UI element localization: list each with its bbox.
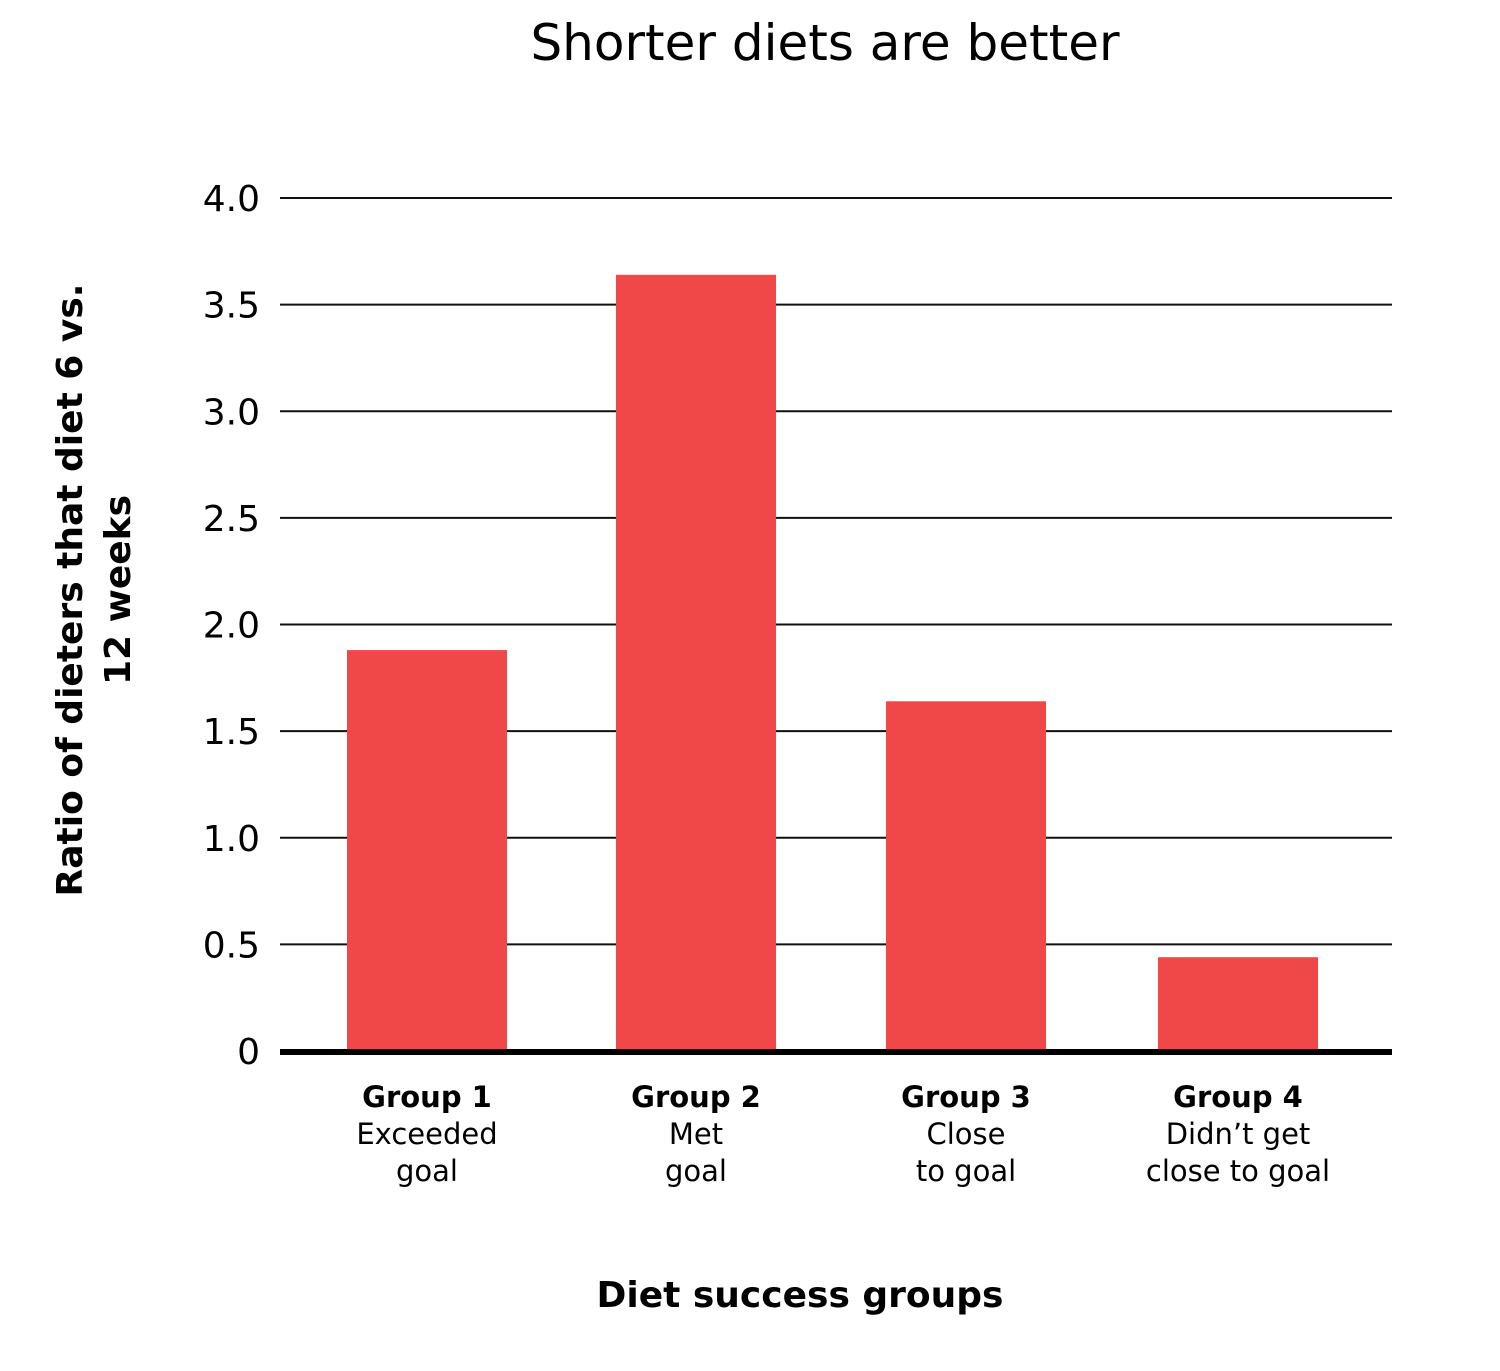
chart-title: Shorter diets are better [530,14,1120,72]
y-tick-label: 3.5 [203,286,260,327]
x-tick-group-description: Close [927,1117,1006,1151]
x-tick-group-description: Didn’t get [1166,1117,1311,1151]
x-tick-group-name: Group 1 [362,1080,492,1114]
y-axis-label-line1: Ratio of dieters that diet 6 vs. [50,284,91,897]
x-tick-group-name: Group 4 [1173,1080,1303,1114]
x-axis-label: Diet success groups [596,1275,1003,1316]
bar-group-4 [1158,957,1318,1051]
bar-group-3 [886,701,1046,1051]
y-tick-label: 4.0 [203,179,260,220]
x-tick-group-description: close to goal [1146,1154,1330,1188]
x-tick-group-description: to goal [916,1154,1016,1188]
x-tick-group-description: Exceeded [356,1117,497,1151]
x-tick-group-description: goal [396,1154,458,1188]
y-axis-label-line2: 12 weeks [98,495,139,685]
x-tick-group-name: Group 2 [631,1080,761,1114]
y-tick-label: 0 [237,1032,260,1073]
y-tick-label: 3.0 [203,392,260,433]
bar-group-1 [347,650,507,1051]
y-tick-label: 1.0 [203,819,260,860]
y-tick-label: 0.5 [203,925,260,966]
x-tick-group-description: goal [665,1154,727,1188]
bars [347,274,1318,1051]
bar-group-2 [616,274,776,1051]
x-tick-group-name: Group 3 [901,1080,1031,1114]
y-tick-label: 1.5 [203,712,260,753]
y-tick-label: 2.5 [203,499,260,540]
x-tick-group-description: Met [669,1117,723,1151]
y-tick-labels: 0 0.5 1.0 1.5 2.0 2.5 3.0 3.5 4.0 [203,179,260,1073]
y-tick-label: 2.0 [203,606,260,647]
